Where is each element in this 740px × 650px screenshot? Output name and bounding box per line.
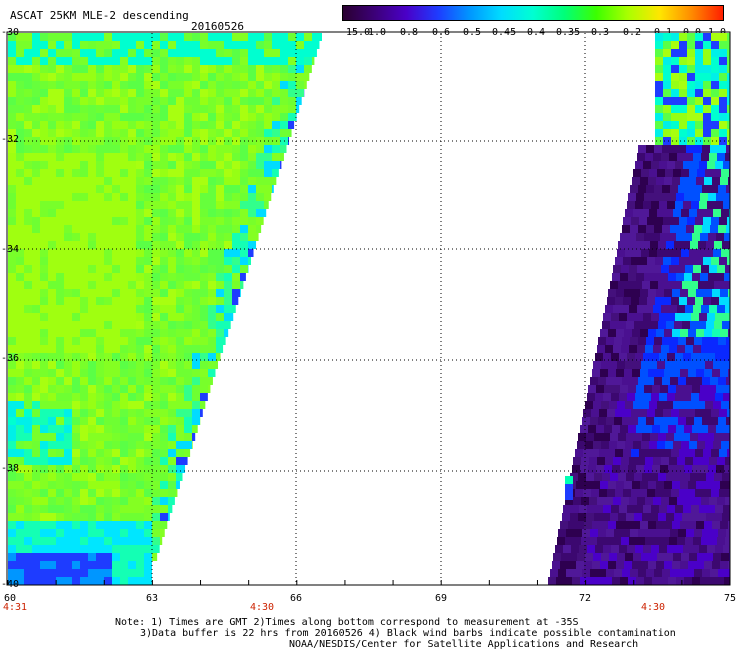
lon-label-60: 60 (4, 593, 17, 604)
lon-label-72: 72 (579, 593, 592, 604)
lon-label-69: 69 (435, 593, 448, 604)
lat-label-32: -32 (1, 134, 20, 145)
swath-right (548, 33, 730, 585)
map-frame (6, 31, 731, 586)
note-line-1: Note: 1) Times are GMT 2)Times along bot… (115, 617, 579, 628)
lon-label-63: 63 (146, 593, 159, 604)
lat-label-30: -30 (1, 27, 20, 38)
swath-left (8, 33, 322, 585)
note-line-3: NOAA/NESDIS/Center for Satellite Applica… (289, 639, 639, 650)
time-label-1: 4:31 (3, 602, 28, 613)
lon-label-75: 75 (724, 593, 737, 604)
lat-label-36: -36 (1, 353, 20, 364)
time-label-3: 4:30 (641, 602, 666, 613)
time-label-2: 4:30 (250, 602, 275, 613)
colorbar (342, 5, 724, 21)
lon-label-66: 66 (290, 593, 303, 604)
colorbar-gradient (343, 6, 723, 20)
note-line-2: 3)Data buffer is 22 hrs from 20160526 4)… (140, 628, 676, 639)
lat-label-34: -34 (1, 244, 20, 255)
lat-label-40: -40 (1, 579, 20, 590)
product-title: ASCAT 25KM MLE-2 descending (10, 9, 189, 22)
product-date: 20160526 (191, 20, 244, 33)
map-gridlines (7, 33, 731, 585)
lat-label-38: -38 (1, 463, 20, 474)
